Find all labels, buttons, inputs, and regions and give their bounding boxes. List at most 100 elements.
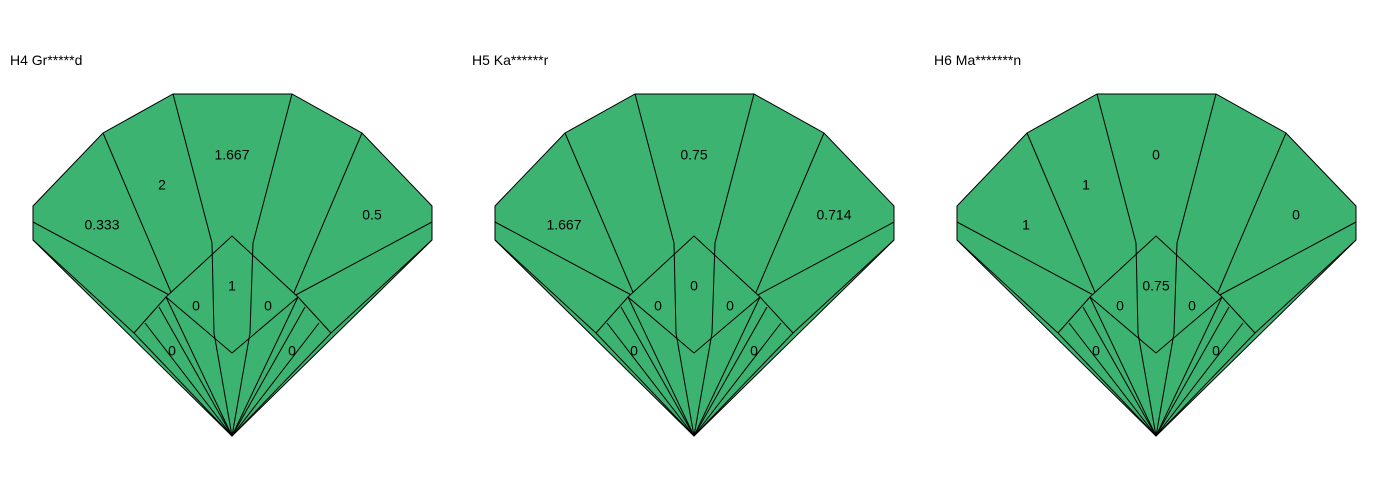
girdle-facet-line (792, 239, 895, 334)
pavilion-facet-line (1155, 296, 1223, 437)
facet-value-crown-far-left: 1.667 (546, 217, 581, 233)
facet-value-pavilion-left: 0 (630, 343, 638, 359)
crown-facet-line (172, 93, 213, 244)
crown-facet-line (1215, 132, 1287, 298)
gem-diagram: 1.667 0.75 0.714 0 0 0 0 0 (494, 93, 895, 437)
girdle-facet-line (494, 239, 597, 334)
facet-value-crown-right: 0 (1292, 207, 1300, 223)
girdle-facet-line (32, 239, 135, 334)
gem-diagram: 1 1 0 0 0 0.75 0 0 0 (956, 93, 1357, 437)
panel-title: H4 Gr*****d (10, 52, 83, 68)
pavilion-facet-line (1068, 322, 1157, 437)
table-facet-line (249, 242, 254, 334)
girdle-facet-line (1254, 239, 1357, 334)
panel-title: H6 Ma*******n (934, 52, 1022, 68)
table-facet-line (1173, 242, 1178, 334)
facet-value-crown-far-left: 1 (1022, 217, 1030, 233)
crown-facet-line (714, 93, 755, 244)
facet-value-pavilion-right: 0 (1212, 343, 1220, 359)
pavilion-facet-line (1082, 306, 1157, 437)
facet-value-table-left: 0 (654, 298, 662, 314)
facet-value-pavilion-left: 0 (168, 343, 176, 359)
pavilion-facet-line (231, 322, 320, 437)
pavilion-facet-line (693, 332, 794, 437)
table-facet (1089, 235, 1223, 354)
pavilion-facet-line (675, 332, 695, 437)
pavilion-facet-line (1155, 332, 1175, 437)
pavilion-facet-line (693, 322, 782, 437)
pavilion-facet-line (1089, 296, 1157, 437)
pavilion-facet-line (1155, 322, 1244, 437)
facet-value-crown-right: 0.714 (816, 207, 851, 223)
girdle-facet-line (32, 221, 174, 298)
crown-facet-line (1026, 132, 1098, 298)
gem-panel-1: H4 Gr*****d 0.333 2 1.667 0.5 0 1 0 0 0 (0, 0, 462, 490)
facet-value-pavilion-left: 0 (1092, 343, 1100, 359)
pavilion-facet-line (759, 296, 794, 334)
girdle-facet-line (753, 221, 895, 298)
table-facet (627, 235, 761, 354)
pavilion-facet-line (595, 332, 695, 437)
pavilion-facet-line (1155, 306, 1230, 437)
table-facet-line (1135, 242, 1139, 334)
facet-value-table-right: 0 (726, 298, 734, 314)
facet-value-table-right: 0 (1188, 298, 1196, 314)
facet-value-crown-left: 1 (1082, 177, 1090, 193)
girdle-facet-line (330, 239, 433, 334)
crown-facet-line (634, 93, 675, 244)
pavilion-facet-line (133, 296, 167, 334)
pavilion-facet-line (231, 332, 332, 437)
gem-panel-3: H6 Ma*******n 1 1 0 0 0 0.75 0 0 0 (924, 0, 1386, 490)
facet-value-table-right: 0 (264, 298, 272, 314)
girdle-facet-line (1215, 221, 1357, 298)
pavilion-facet-line (693, 332, 713, 437)
girdle-facet-line (494, 221, 636, 298)
crown-facet-line (1096, 93, 1137, 244)
pavilion-facet-line (1057, 296, 1091, 334)
crown-facet-line (564, 132, 636, 298)
pavilion-facet-line (693, 296, 761, 437)
facet-value-crown-far-left: 0.333 (84, 217, 119, 233)
facet-value-crown-center: 0.75 (680, 147, 707, 163)
pavilion-facet-line (231, 306, 306, 437)
pavilion-facet-line (213, 332, 233, 437)
facet-value-pavilion-right: 0 (750, 343, 758, 359)
facet-value-table-center: 0.75 (1142, 278, 1169, 294)
pavilion-facet-line (620, 306, 695, 437)
pavilion-facet-line (1137, 332, 1157, 437)
facet-value-crown-center: 1.667 (214, 147, 249, 163)
pavilion-facet-line (1057, 332, 1157, 437)
table-facet-line (673, 242, 677, 334)
pavilion-facet-line (297, 296, 332, 334)
facet-value-table-center: 0 (690, 278, 698, 294)
pavilion-facet-line (144, 322, 233, 437)
gem-diagram: 0.333 2 1.667 0.5 0 1 0 0 0 (32, 93, 433, 437)
pavilion-facet-line (595, 296, 629, 334)
pavilion-facet-line (231, 332, 251, 437)
table-facet-line (211, 242, 215, 334)
crown-facet-line (753, 132, 825, 298)
crown-facet-line (252, 93, 293, 244)
pavilion-facet-line (1221, 296, 1256, 334)
panel-title: H5 Ka******r (472, 52, 549, 68)
pavilion-facet-line (165, 296, 233, 437)
pavilion-facet-line (231, 296, 299, 437)
pavilion-facet-line (158, 306, 233, 437)
facet-value-crown-left: 2 (158, 177, 166, 193)
facet-value-crown-right: 0.5 (362, 207, 382, 223)
facet-value-table-left: 0 (1116, 298, 1124, 314)
crown-facet-line (1176, 93, 1217, 244)
crown-facet-line (102, 132, 174, 298)
crown-facet-line (291, 132, 363, 298)
girdle-facet-line (956, 239, 1059, 334)
pavilion-facet-line (693, 306, 768, 437)
gem-panel-2: H5 Ka******r 1.667 0.75 0.714 0 0 0 0 0 (462, 0, 924, 490)
pavilion-facet-line (627, 296, 695, 437)
facet-value-crown-center: 0 (1152, 147, 1160, 163)
pavilion-facet-line (1155, 332, 1256, 437)
facet-value-table-center: 1 (228, 278, 236, 294)
table-facet (165, 235, 299, 354)
table-facet-line (711, 242, 716, 334)
girdle-facet-line (291, 221, 433, 298)
facet-value-pavilion-right: 0 (288, 343, 296, 359)
